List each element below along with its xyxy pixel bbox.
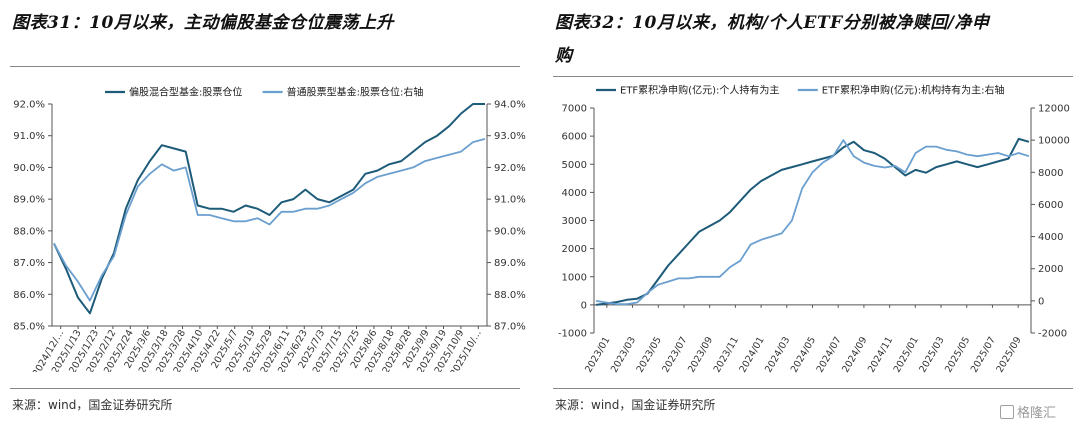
left-ytick-label-right: 94.0% (494, 100, 526, 111)
left-ytick-label-left: 92.0% (13, 100, 45, 111)
right-ytick-label-left: 3000 (562, 216, 587, 227)
right-ytick-label-left: 0 (581, 300, 587, 311)
left-ytick-label-right: 90.0% (494, 226, 526, 237)
right-series-line-2 (595, 139, 1030, 306)
right-chart-title: 图表32：10月以来，机构/个人ETF分别被净赎回/净申 购 (555, 8, 989, 66)
right-title-line1: 图表32：10月以来，机构/个人ETF分别被净赎回/净申 (555, 13, 990, 33)
left-ytick-label-right: 92.0% (494, 163, 526, 174)
right-legend-label-1: ETF累积净申购(亿元):个人持有为主 (620, 84, 779, 97)
right-title-rule (553, 76, 1073, 77)
right-ytick-label-left: 1000 (562, 272, 587, 283)
right-ytick-label-right: 10000 (1038, 136, 1070, 147)
left-ytick-label-right: 88.0% (494, 290, 526, 301)
right-ytick-label-right: 12000 (1038, 104, 1070, 115)
right-ytick-label-left: -1000 (558, 329, 587, 340)
right-title-line2: 购 (555, 46, 573, 66)
right-ytick-label-right: 6000 (1038, 200, 1063, 211)
right-ytick-label-left: 2000 (562, 244, 587, 255)
right-xtick-label: 2025/09 (994, 335, 1023, 375)
right-ytick-label-right: 8000 (1038, 168, 1063, 179)
left-chart: 85.0% 86.0% 87.0% 88.0% 89.0% 90.0% 91.0% 92.0%… (13, 86, 526, 373)
left-series-line-2 (53, 138, 486, 302)
right-ytick-label-left: 7000 (562, 104, 587, 115)
right-ytick-label-right: -2000 (1038, 329, 1067, 340)
left-ytick-label-left: 85.0% (13, 322, 45, 333)
right-series-line-1 (595, 137, 1030, 306)
left-legend-label-2: 普通股票型基金:股票仓位:右轴 (287, 86, 424, 99)
right-source: 来源：wind，国金证券研究所 (555, 398, 716, 412)
watermark-icon (1000, 405, 1014, 419)
right-source-rule (553, 388, 1073, 389)
right-ytick-label-left: 6000 (562, 132, 587, 143)
left-source-rule (10, 388, 520, 389)
left-ytick-label-right: 91.0% (494, 195, 526, 206)
right-ytick-label-left: 5000 (562, 160, 587, 171)
left-ytick-label-right: 89.0% (494, 258, 526, 269)
left-source: 来源：wind，国金证券研究所 (12, 398, 173, 412)
right-ytick-label-right: 0 (1038, 296, 1044, 307)
right-ytick-label-right: 4000 (1038, 232, 1063, 243)
left-series-line-1 (53, 103, 485, 315)
watermark-text: 格隆汇 (1017, 406, 1057, 421)
left-ytick-label-left: 89.0% (13, 195, 45, 206)
left-ytick-label-right: 87.0% (494, 322, 526, 333)
left-title-rule (10, 66, 520, 67)
right-ytick-label-left: 4000 (562, 188, 587, 199)
right-chart: -1000 0 1000 2000 3000 4000 5000 6000 7000 -2000 0… (558, 84, 1070, 375)
left-ytick-label-left: 87.0% (13, 258, 45, 269)
left-ytick-label-left: 90.0% (13, 163, 45, 174)
left-legend-label-1: 偏股混合型基金:股票仓位 (129, 86, 242, 99)
right-ytick-label-right: 2000 (1038, 264, 1063, 275)
left-ytick-label-left: 88.0% (13, 226, 45, 237)
watermark: 格隆汇 (1000, 402, 1056, 421)
right-legend-label-2: ETF累积净申购(亿元):机构持有为主:右轴 (822, 84, 1005, 97)
left-ytick-label-right: 93.0% (494, 131, 526, 142)
left-chart-title: 图表31：10月以来，主动偏股基金仓位震荡上升 (12, 13, 394, 33)
left-ytick-label-left: 91.0% (13, 131, 45, 142)
left-ytick-label-left: 86.0% (13, 290, 45, 301)
